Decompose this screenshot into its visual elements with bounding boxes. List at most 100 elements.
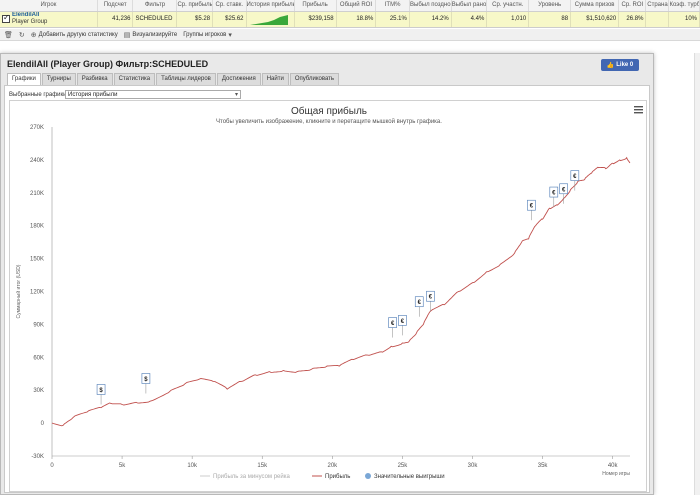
big-win-marker[interactable]: [414, 296, 424, 308]
player-name-link[interactable]: ElendilAll: [12, 12, 40, 18]
chart-menu-icon[interactable]: [634, 106, 643, 114]
stats-header-row: Игрок Подсчет Фильтр Ср. прибыль Ср. ставк. И…: [0, 0, 700, 12]
y-tick-label: -30K: [31, 454, 44, 460]
column-header[interactable]: Страна: [645, 0, 670, 12]
y-tick-label: 0: [41, 421, 45, 427]
prize-sum-cell: $1,510,620: [570, 11, 620, 28]
stats-table: Игрок Подсчет Фильтр Ср. прибыль Ср. ставк. И…: [0, 0, 700, 28]
thumbs-up-icon: 👍: [606, 62, 615, 69]
big-win-marker-label: $: [99, 388, 103, 394]
country-cell: [645, 11, 670, 28]
column-header[interactable]: Прибыль: [294, 0, 337, 12]
x-tick-label: 20k: [327, 463, 338, 469]
tab-7[interactable]: Опубликовать: [289, 73, 340, 85]
x-tick-label: 5k: [119, 463, 126, 469]
big-win-marker[interactable]: [527, 199, 536, 211]
y-tick-label: 120K: [30, 290, 44, 296]
profit-cell: $239,158: [294, 11, 337, 28]
x-tick-label: 30k: [468, 463, 479, 469]
chart-panel: Выбранные графики: История прибыли Общая…: [4, 85, 650, 493]
column-header[interactable]: История прибыль: [246, 0, 295, 12]
column-header[interactable]: Ср. ставк.: [212, 0, 247, 12]
y-tick-label: 210K: [30, 191, 44, 197]
legend-rake-label: Прибыль за минусом рейка: [213, 473, 291, 480]
player-dialog: ElendilAll (Player Group) Фильтр:SCHEDUL…: [0, 53, 654, 495]
tab-5[interactable]: Достижения: [216, 73, 261, 85]
profit-sparkline[interactable]: [250, 14, 289, 25]
legend-bigwin-label: Значительные выигрыши: [374, 474, 445, 480]
column-header[interactable]: Выбыл рано: [451, 0, 488, 12]
x-tick-label: 0: [50, 463, 54, 469]
x-tick-label: 25k: [398, 463, 409, 469]
tab-0[interactable]: Графики: [7, 73, 41, 86]
tab-4[interactable]: Таблицы лидеров: [156, 73, 216, 85]
avg-entrants-cell: 1,010: [486, 11, 530, 28]
dialog-tabs: Графики Турниры Разбивка Статистика Таблицы …: [7, 73, 340, 86]
groups-button[interactable]: Группы игроков ▾: [183, 31, 232, 39]
y-tick-label: 240K: [30, 158, 44, 164]
profit-history-cell[interactable]: [246, 11, 295, 28]
column-header[interactable]: Подсчет: [97, 0, 134, 12]
x-axis-label: Номер игры: [602, 471, 630, 477]
groups-label: Группы игроков: [183, 31, 227, 38]
chart-select-label: Выбранные графики:: [9, 92, 69, 98]
add-stat-label: Добавить другую статистику: [38, 31, 118, 38]
turbo-coef-cell: 10%: [668, 11, 700, 28]
y-tick-label: 30K: [33, 388, 44, 394]
y-tick-label: 270K: [30, 125, 44, 131]
x-tick-label: 40k: [608, 463, 619, 469]
visualize-label: Визуализируйте: [132, 31, 178, 38]
column-header[interactable]: Ср. участн.: [486, 0, 530, 12]
big-win-marker[interactable]: [426, 290, 435, 302]
facebook-like-button[interactable]: 👍 Like 0: [601, 59, 639, 71]
player-cell[interactable]: ElendilAll Player Group: [0, 11, 98, 28]
big-win-marker[interactable]: [96, 384, 106, 395]
y-tick-label: 150K: [30, 257, 44, 263]
player-checkbox[interactable]: [2, 13, 10, 23]
trash-icon: 🗑: [4, 31, 13, 39]
y-axis-label: Суммарный итог (USD): [15, 264, 22, 318]
big-win-marker[interactable]: [141, 373, 151, 384]
avg-roi-cell: 26.8%: [618, 11, 647, 28]
column-header[interactable]: Ср. прибыль: [176, 0, 214, 12]
big-win-marker[interactable]: [570, 170, 580, 181]
x-tick-label: 35k: [538, 463, 549, 469]
big-win-marker-label: €: [391, 321, 395, 327]
chart-select[interactable]: История прибыли: [65, 90, 241, 99]
column-header[interactable]: Фильтр: [132, 0, 178, 12]
chart-icon: ▤: [123, 31, 131, 39]
like-label: Like 0: [616, 62, 634, 68]
profit-series-line[interactable]: [51, 156, 631, 427]
big-win-marker-label: €: [552, 191, 556, 197]
table-row[interactable]: ElendilAll Player Group 41,236 SCHEDULED…: [0, 11, 700, 28]
profit-chart[interactable]: Общая прибыль Чтобы увеличить изображение…: [9, 100, 647, 492]
page-scrollbar[interactable]: [694, 53, 700, 495]
tab-2[interactable]: Разбивка: [76, 73, 113, 85]
tab-6[interactable]: Найти: [261, 73, 289, 85]
column-header[interactable]: Игрок: [0, 0, 98, 12]
column-header[interactable]: Сумма призов: [570, 0, 620, 12]
column-header[interactable]: Ср. ROI: [618, 0, 647, 12]
big-win-marker[interactable]: [388, 317, 397, 328]
tab-3[interactable]: Статистика: [113, 73, 156, 85]
tab-1[interactable]: Турниры: [41, 73, 76, 85]
chevron-down-icon: ▾: [228, 31, 232, 39]
column-header[interactable]: ITM%: [375, 0, 410, 12]
count-cell: 41,236: [97, 11, 134, 28]
column-header[interactable]: Общий ROI: [336, 0, 377, 12]
early-bust-cell: 4.4%: [451, 11, 488, 28]
big-win-marker[interactable]: [559, 183, 568, 195]
refresh-button[interactable]: ↻: [19, 31, 25, 39]
chart-title: Общая прибыль: [291, 105, 367, 117]
column-header[interactable]: Уровень: [528, 0, 572, 12]
big-win-marker[interactable]: [398, 315, 407, 326]
legend-bigwin-swatch[interactable]: [365, 473, 371, 479]
visualize-button[interactable]: ▤ Визуализируйте: [124, 31, 178, 39]
column-header[interactable]: Коэф. турб.: [668, 0, 700, 12]
add-stat-button[interactable]: ⊕ Добавить другую статистику: [31, 31, 118, 39]
big-win-marker[interactable]: [549, 186, 559, 198]
total-roi-cell: 18.8%: [336, 11, 377, 28]
column-header[interactable]: Выбыл поздно: [409, 0, 452, 12]
delete-button[interactable]: 🗑: [4, 31, 13, 39]
